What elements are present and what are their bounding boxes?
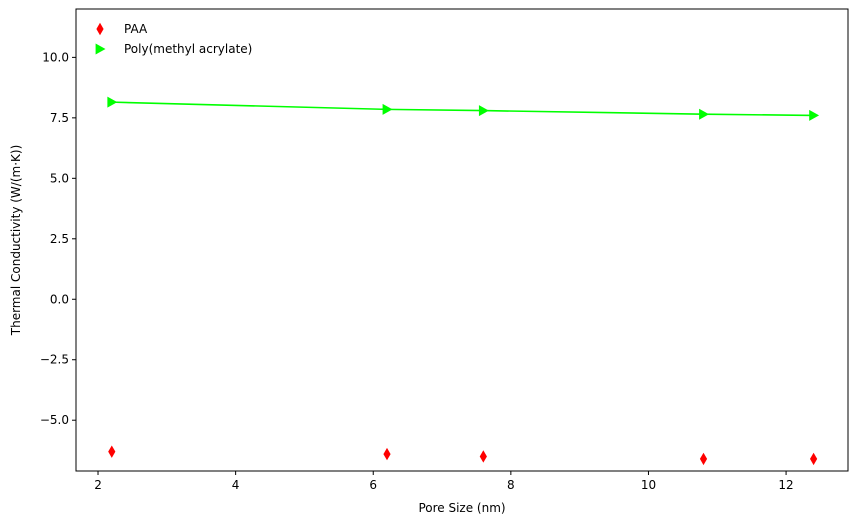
data-point xyxy=(809,452,818,466)
data-point xyxy=(382,103,393,115)
x-tick-label: 2 xyxy=(94,478,102,492)
x-tick-label: 4 xyxy=(232,478,240,492)
y-tick-label: 5.0 xyxy=(50,171,69,185)
y-tick-label: 7.5 xyxy=(50,111,69,125)
x-tick-label: 8 xyxy=(507,478,515,492)
x-tick-label: 6 xyxy=(369,478,377,492)
data-point xyxy=(383,447,391,461)
plot-frame xyxy=(75,8,849,472)
y-tick-label: −5.0 xyxy=(40,413,69,427)
legend-item: PAA xyxy=(96,22,148,36)
data-point xyxy=(107,96,118,108)
legend-label: PAA xyxy=(124,22,148,36)
series-0 xyxy=(108,445,818,466)
legend-label: Poly(methyl acrylate) xyxy=(124,42,252,56)
data-point xyxy=(699,108,710,120)
data-point xyxy=(479,450,487,463)
y-tick-label: −2.5 xyxy=(40,353,69,367)
legend-item: Poly(methyl acrylate) xyxy=(95,42,252,56)
data-point xyxy=(699,452,708,466)
series-layer xyxy=(107,96,820,466)
x-tick-label: 10 xyxy=(641,478,656,492)
y-axis-title: Thermal Conductivity (W/(m·K)) xyxy=(9,145,23,336)
x-tick-label: 12 xyxy=(778,478,793,492)
data-point xyxy=(478,105,489,117)
y-tick-label: 0.0 xyxy=(50,292,69,306)
y-tick-label: 10.0 xyxy=(42,50,69,64)
legend-marker xyxy=(95,43,106,55)
y-axis-ticks: −5.0 −2.5 0.0 2.5 5.0 7.5 10.0 xyxy=(40,50,76,427)
x-axis-ticks: 2 4 6 8 10 12 xyxy=(94,471,794,492)
y-tick-label: 2.5 xyxy=(50,232,69,246)
data-point xyxy=(108,445,116,458)
legend-marker xyxy=(96,22,104,36)
series-line xyxy=(111,101,814,117)
x-axis-title: Pore Size (nm) xyxy=(418,501,505,515)
data-point xyxy=(809,109,820,121)
legend: PAA Poly(methyl acrylate) xyxy=(95,22,252,56)
series-1 xyxy=(107,96,820,121)
